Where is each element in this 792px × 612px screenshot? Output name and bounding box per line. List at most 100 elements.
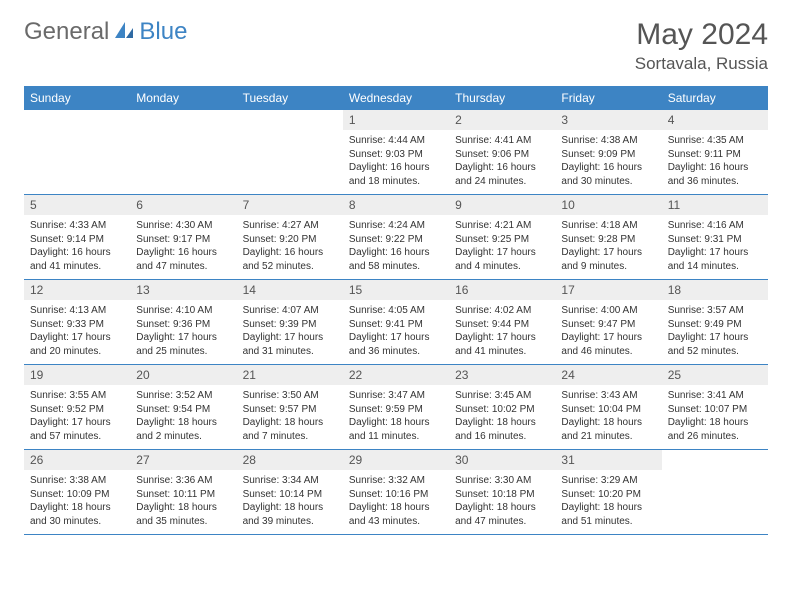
sunrise-line: Sunrise: 4:44 AM [349,134,443,148]
day-number: 28 [237,450,343,470]
sunrise-line: Sunrise: 4:38 AM [561,134,655,148]
sunset-line: Sunset: 10:04 PM [561,403,655,417]
sunrise-line: Sunrise: 3:32 AM [349,474,443,488]
day-cell: . [130,110,236,194]
weekday-header: Sunday [24,86,130,110]
sunrise-line: Sunrise: 3:30 AM [455,474,549,488]
day-number: 9 [449,195,555,215]
sunrise-line: Sunrise: 3:41 AM [668,389,762,403]
sunrise-line: Sunrise: 4:24 AM [349,219,443,233]
day-details: Sunrise: 3:38 AMSunset: 10:09 PMDaylight… [24,470,130,534]
sunrise-line: Sunrise: 3:57 AM [668,304,762,318]
sunset-line: Sunset: 10:16 PM [349,488,443,502]
day-cell: . [662,450,768,534]
weekday-header: Tuesday [237,86,343,110]
sunset-line: Sunset: 9:06 PM [455,148,549,162]
day-number: 12 [24,280,130,300]
sunrise-line: Sunrise: 4:30 AM [136,219,230,233]
daylight-line: Daylight: 18 hours and 43 minutes. [349,501,443,528]
sunset-line: Sunset: 9:22 PM [349,233,443,247]
sunrise-line: Sunrise: 4:33 AM [30,219,124,233]
day-cell: 15Sunrise: 4:05 AMSunset: 9:41 PMDayligh… [343,280,449,364]
sunrise-line: Sunrise: 4:35 AM [668,134,762,148]
weekday-header: Friday [555,86,661,110]
day-number: 16 [449,280,555,300]
day-details: Sunrise: 3:57 AMSunset: 9:49 PMDaylight:… [662,300,768,364]
sunset-line: Sunset: 9:11 PM [668,148,762,162]
day-number: 30 [449,450,555,470]
sunset-line: Sunset: 10:11 PM [136,488,230,502]
sunrise-line: Sunrise: 3:34 AM [243,474,337,488]
week-row: 19Sunrise: 3:55 AMSunset: 9:52 PMDayligh… [24,365,768,450]
day-number: 22 [343,365,449,385]
daylight-line: Daylight: 16 hours and 30 minutes. [561,161,655,188]
sunrise-line: Sunrise: 4:18 AM [561,219,655,233]
sunset-line: Sunset: 10:09 PM [30,488,124,502]
day-number: 2 [449,110,555,130]
day-details: Sunrise: 4:05 AMSunset: 9:41 PMDaylight:… [343,300,449,364]
sunrise-line: Sunrise: 3:47 AM [349,389,443,403]
sunset-line: Sunset: 9:59 PM [349,403,443,417]
day-details: Sunrise: 3:55 AMSunset: 9:52 PMDaylight:… [24,385,130,449]
sunset-line: Sunset: 9:25 PM [455,233,549,247]
day-details: Sunrise: 3:47 AMSunset: 9:59 PMDaylight:… [343,385,449,449]
sunset-line: Sunset: 10:18 PM [455,488,549,502]
page-header: General Blue May 2024 Sortavala, Russia [24,18,768,74]
sunrise-line: Sunrise: 3:29 AM [561,474,655,488]
day-details: Sunrise: 3:41 AMSunset: 10:07 PMDaylight… [662,385,768,449]
day-cell: 11Sunrise: 4:16 AMSunset: 9:31 PMDayligh… [662,195,768,279]
day-details: Sunrise: 4:13 AMSunset: 9:33 PMDaylight:… [24,300,130,364]
day-cell: 2Sunrise: 4:41 AMSunset: 9:06 PMDaylight… [449,110,555,194]
day-details: Sunrise: 3:52 AMSunset: 9:54 PMDaylight:… [130,385,236,449]
sunrise-line: Sunrise: 4:07 AM [243,304,337,318]
daylight-line: Daylight: 18 hours and 51 minutes. [561,501,655,528]
daylight-line: Daylight: 18 hours and 35 minutes. [136,501,230,528]
day-cell: 14Sunrise: 4:07 AMSunset: 9:39 PMDayligh… [237,280,343,364]
sunset-line: Sunset: 9:03 PM [349,148,443,162]
location-label: Sortavala, Russia [635,54,768,74]
daylight-line: Daylight: 18 hours and 2 minutes. [136,416,230,443]
daylight-line: Daylight: 17 hours and 36 minutes. [349,331,443,358]
day-number: 14 [237,280,343,300]
month-title: May 2024 [635,18,768,52]
week-row: ...1Sunrise: 4:44 AMSunset: 9:03 PMDayli… [24,110,768,195]
day-details: Sunrise: 4:30 AMSunset: 9:17 PMDaylight:… [130,215,236,279]
daylight-line: Daylight: 17 hours and 4 minutes. [455,246,549,273]
brand-text-general: General [24,18,109,46]
sunrise-line: Sunrise: 3:45 AM [455,389,549,403]
daylight-line: Daylight: 16 hours and 41 minutes. [30,246,124,273]
day-cell: 20Sunrise: 3:52 AMSunset: 9:54 PMDayligh… [130,365,236,449]
day-cell: 29Sunrise: 3:32 AMSunset: 10:16 PMDaylig… [343,450,449,534]
sunset-line: Sunset: 9:09 PM [561,148,655,162]
daylight-line: Daylight: 17 hours and 46 minutes. [561,331,655,358]
day-cell: 5Sunrise: 4:33 AMSunset: 9:14 PMDaylight… [24,195,130,279]
day-cell: . [24,110,130,194]
weekday-header: Monday [130,86,236,110]
weekday-header-row: SundayMondayTuesdayWednesdayThursdayFrid… [24,86,768,110]
day-cell: 30Sunrise: 3:30 AMSunset: 10:18 PMDaylig… [449,450,555,534]
day-number: 31 [555,450,661,470]
day-number: 21 [237,365,343,385]
day-details: Sunrise: 3:50 AMSunset: 9:57 PMDaylight:… [237,385,343,449]
day-number: 13 [130,280,236,300]
day-cell: 25Sunrise: 3:41 AMSunset: 10:07 PMDaylig… [662,365,768,449]
brand-logo: General Blue [24,18,187,46]
calendar: SundayMondayTuesdayWednesdayThursdayFrid… [24,86,768,535]
sunrise-line: Sunrise: 3:50 AM [243,389,337,403]
daylight-line: Daylight: 18 hours and 7 minutes. [243,416,337,443]
daylight-line: Daylight: 16 hours and 24 minutes. [455,161,549,188]
day-cell: 9Sunrise: 4:21 AMSunset: 9:25 PMDaylight… [449,195,555,279]
daylight-line: Daylight: 18 hours and 11 minutes. [349,416,443,443]
day-cell: . [237,110,343,194]
daylight-line: Daylight: 18 hours and 30 minutes. [30,501,124,528]
day-cell: 3Sunrise: 4:38 AMSunset: 9:09 PMDaylight… [555,110,661,194]
day-number: 20 [130,365,236,385]
day-number: 4 [662,110,768,130]
sunrise-line: Sunrise: 3:43 AM [561,389,655,403]
day-cell: 18Sunrise: 3:57 AMSunset: 9:49 PMDayligh… [662,280,768,364]
sunrise-line: Sunrise: 3:52 AM [136,389,230,403]
day-cell: 8Sunrise: 4:24 AMSunset: 9:22 PMDaylight… [343,195,449,279]
day-details: Sunrise: 4:16 AMSunset: 9:31 PMDaylight:… [662,215,768,279]
daylight-line: Daylight: 17 hours and 41 minutes. [455,331,549,358]
day-cell: 21Sunrise: 3:50 AMSunset: 9:57 PMDayligh… [237,365,343,449]
